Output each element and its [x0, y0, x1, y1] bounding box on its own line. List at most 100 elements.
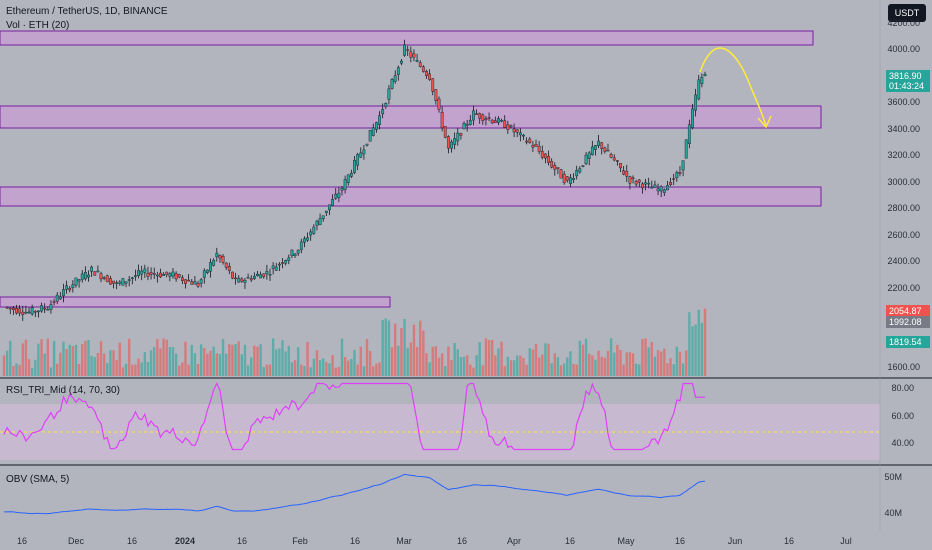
candle-body: [127, 279, 131, 281]
volume-bar: [93, 357, 96, 376]
volume-bar: [143, 352, 147, 376]
candle-body: [215, 252, 219, 258]
volume-bar: [353, 349, 356, 376]
candle-body: [578, 168, 582, 173]
candle-body: [368, 129, 372, 142]
candle-body: [644, 182, 647, 185]
volume-bar: [415, 347, 419, 376]
volume-bar: [613, 352, 616, 376]
volume-bar: [387, 320, 391, 376]
volume-bar: [588, 353, 591, 376]
volume-bar: [203, 348, 206, 376]
candle-body: [443, 126, 447, 138]
candle-body: [71, 284, 75, 288]
candle-body: [515, 129, 519, 133]
volume-bar: [397, 345, 400, 376]
candle-body: [271, 265, 275, 269]
volume-bar: [15, 363, 18, 376]
volume-bar: [584, 338, 588, 376]
volume-bar: [90, 355, 93, 376]
volume-bar: [218, 353, 222, 376]
volume-bar: [2, 355, 6, 376]
candle-body: [206, 269, 209, 273]
candle-body: [137, 270, 140, 277]
candle-body: [628, 176, 632, 184]
volume-bar: [437, 357, 441, 376]
candle-body: [202, 270, 206, 278]
price-tick-label: 3600.00: [887, 97, 920, 107]
candle-body: [609, 154, 613, 158]
time-tick-label: 16: [349, 536, 361, 546]
time-tick-label: 16: [564, 536, 576, 546]
volume-bar: [412, 324, 416, 376]
volume-bar: [550, 363, 553, 376]
volume-bar: [178, 365, 181, 376]
volume-legend[interactable]: Vol · ETH (20): [6, 20, 70, 31]
obv-legend[interactable]: OBV (SMA, 5): [6, 474, 70, 485]
volume-bar: [174, 353, 178, 376]
candle-body: [349, 172, 353, 177]
time-tick-label: May: [617, 536, 635, 546]
candle-body: [612, 157, 616, 161]
volume-bar: [481, 365, 485, 376]
candle-body: [346, 174, 350, 183]
candle-body: [281, 262, 284, 264]
candle-body: [193, 281, 197, 285]
volume-bar: [256, 346, 259, 376]
candle-body: [656, 188, 660, 192]
volume-bar: [597, 350, 600, 376]
candle-body: [594, 145, 597, 150]
volume-bar: [425, 353, 428, 376]
candle-body: [453, 138, 457, 145]
candle-body: [343, 179, 347, 190]
candle-body: [187, 279, 191, 282]
volume-bar: [700, 322, 704, 376]
candle-body: [190, 281, 194, 285]
volume-bar: [9, 340, 12, 376]
candle-body: [221, 256, 225, 263]
candle-body: [199, 279, 203, 284]
volume-bar: [675, 346, 679, 376]
candle-body: [681, 160, 685, 171]
currency-button[interactable]: USDT: [888, 4, 926, 22]
volume-bar: [281, 340, 284, 376]
volume-bar: [199, 344, 203, 376]
candle-body: [299, 241, 303, 250]
volume-bar: [24, 339, 28, 376]
volume-bar: [62, 341, 65, 376]
volume-bar: [46, 338, 50, 376]
volume-bar: [685, 350, 688, 376]
candle-body: [456, 132, 460, 142]
volume-bar: [347, 360, 350, 376]
candle-body: [587, 152, 591, 159]
volume-bar: [312, 358, 316, 376]
volume-bar: [625, 352, 628, 376]
candle-body: [312, 226, 316, 234]
volume-bar: [594, 359, 597, 376]
volume-bar: [490, 339, 494, 376]
candle-body: [27, 311, 31, 314]
volume-bar: [663, 348, 666, 376]
volume-bar: [694, 324, 697, 376]
volume-bar: [306, 341, 309, 376]
symbol-title[interactable]: Ethereum / TetherUS, 1D, BINANCE: [6, 6, 168, 17]
price-tick-label: 4200.00: [887, 17, 920, 28]
candle-body: [309, 231, 313, 236]
candle-body: [650, 186, 654, 189]
volume-bar: [240, 354, 244, 376]
time-tick-label: Apr: [506, 536, 522, 546]
rsi-legend[interactable]: RSI_TRI_Mid (14, 70, 30): [6, 385, 120, 396]
volume-bar: [268, 364, 272, 376]
candle-body: [46, 309, 50, 311]
candle-body: [365, 143, 369, 146]
price-tick-label: 2600.00: [887, 229, 920, 240]
candle-body: [168, 273, 172, 277]
last-price-badge: 3816.90 01:43:24: [886, 70, 930, 92]
volume-bar: [303, 366, 306, 376]
candle-body: [631, 177, 635, 180]
candle-body: [30, 307, 34, 315]
volume-bar: [149, 350, 153, 376]
candle-body: [359, 152, 363, 158]
time-tick-label: Jun: [727, 536, 743, 546]
